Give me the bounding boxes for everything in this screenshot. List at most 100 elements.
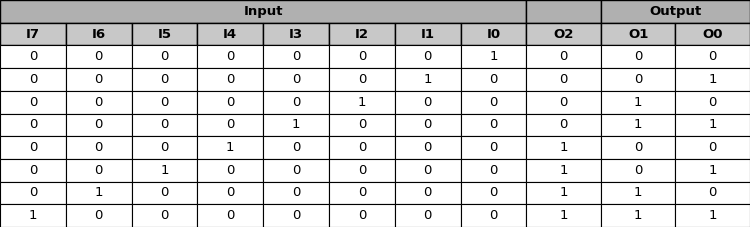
Bar [131, 23, 197, 45]
Text: 0: 0 [634, 50, 642, 63]
Bar [526, 91, 601, 114]
Bar [394, 114, 460, 136]
Text: O0: O0 [703, 27, 723, 41]
Bar [676, 91, 750, 114]
Text: 0: 0 [560, 50, 568, 63]
Bar [66, 159, 131, 182]
Bar [394, 91, 460, 114]
Text: 0: 0 [28, 186, 37, 200]
Text: 0: 0 [94, 73, 103, 86]
Text: 0: 0 [709, 50, 717, 63]
Bar [526, 114, 601, 136]
Text: 0: 0 [358, 164, 366, 177]
Text: 1: 1 [560, 209, 568, 222]
Text: 0: 0 [160, 73, 169, 86]
Text: 0: 0 [424, 141, 432, 154]
Bar [460, 23, 526, 45]
Bar [197, 23, 263, 45]
Bar [526, 159, 601, 182]
Bar [66, 45, 131, 68]
Bar [460, 159, 526, 182]
Bar [676, 23, 750, 45]
Text: 0: 0 [634, 164, 642, 177]
Text: 0: 0 [226, 73, 235, 86]
Text: 0: 0 [28, 118, 37, 131]
Text: 0: 0 [358, 50, 366, 63]
Text: 1: 1 [226, 141, 235, 154]
Bar [676, 182, 750, 204]
Bar [197, 91, 263, 114]
Text: 0: 0 [226, 50, 235, 63]
Text: 0: 0 [709, 186, 717, 200]
Bar [131, 182, 197, 204]
Text: 0: 0 [358, 73, 366, 86]
Bar [0, 136, 66, 159]
Bar [329, 182, 394, 204]
Bar [526, 45, 601, 68]
Bar [329, 91, 394, 114]
Text: I4: I4 [224, 27, 237, 41]
Text: 0: 0 [160, 141, 169, 154]
Bar [0, 114, 66, 136]
Text: 1: 1 [358, 96, 366, 109]
Bar [0, 0, 526, 23]
Text: I3: I3 [289, 27, 303, 41]
Bar [0, 204, 66, 227]
Text: 1: 1 [489, 50, 498, 63]
Bar [329, 204, 394, 227]
Text: 0: 0 [424, 209, 432, 222]
Bar [601, 91, 676, 114]
Bar [526, 204, 601, 227]
Bar [0, 182, 66, 204]
Bar [131, 136, 197, 159]
Text: 0: 0 [634, 141, 642, 154]
Text: 1: 1 [560, 186, 568, 200]
Text: I6: I6 [92, 27, 106, 41]
Text: 0: 0 [292, 164, 300, 177]
Text: 0: 0 [94, 164, 103, 177]
Bar [263, 136, 329, 159]
Bar [394, 159, 460, 182]
Text: 0: 0 [489, 141, 497, 154]
Text: 0: 0 [28, 50, 37, 63]
Text: Output: Output [650, 5, 701, 18]
Text: 0: 0 [292, 186, 300, 200]
Text: 1: 1 [709, 73, 717, 86]
Bar [131, 204, 197, 227]
Bar [460, 45, 526, 68]
Text: 0: 0 [424, 50, 432, 63]
Bar [329, 136, 394, 159]
Bar [676, 45, 750, 68]
Text: 0: 0 [28, 96, 37, 109]
Bar [460, 136, 526, 159]
Text: 0: 0 [489, 209, 497, 222]
Text: 0: 0 [560, 118, 568, 131]
Text: 0: 0 [489, 164, 497, 177]
Bar [197, 136, 263, 159]
Text: 0: 0 [226, 186, 235, 200]
Text: 1: 1 [634, 118, 643, 131]
Bar [197, 159, 263, 182]
Bar [263, 159, 329, 182]
Bar [0, 45, 66, 68]
Text: 0: 0 [634, 73, 642, 86]
Text: 0: 0 [160, 186, 169, 200]
Text: 1: 1 [160, 164, 169, 177]
Text: I1: I1 [421, 27, 434, 41]
Text: 0: 0 [160, 50, 169, 63]
Text: 0: 0 [160, 118, 169, 131]
Bar [66, 91, 131, 114]
Bar [676, 136, 750, 159]
Bar [601, 0, 750, 23]
Text: 0: 0 [226, 118, 235, 131]
Text: 1: 1 [634, 96, 643, 109]
Bar [526, 68, 601, 91]
Text: Input: Input [244, 5, 283, 18]
Text: 1: 1 [709, 118, 717, 131]
Bar [66, 114, 131, 136]
Text: I5: I5 [158, 27, 172, 41]
Text: I0: I0 [486, 27, 500, 41]
Bar [394, 182, 460, 204]
Bar [394, 68, 460, 91]
Bar [394, 23, 460, 45]
